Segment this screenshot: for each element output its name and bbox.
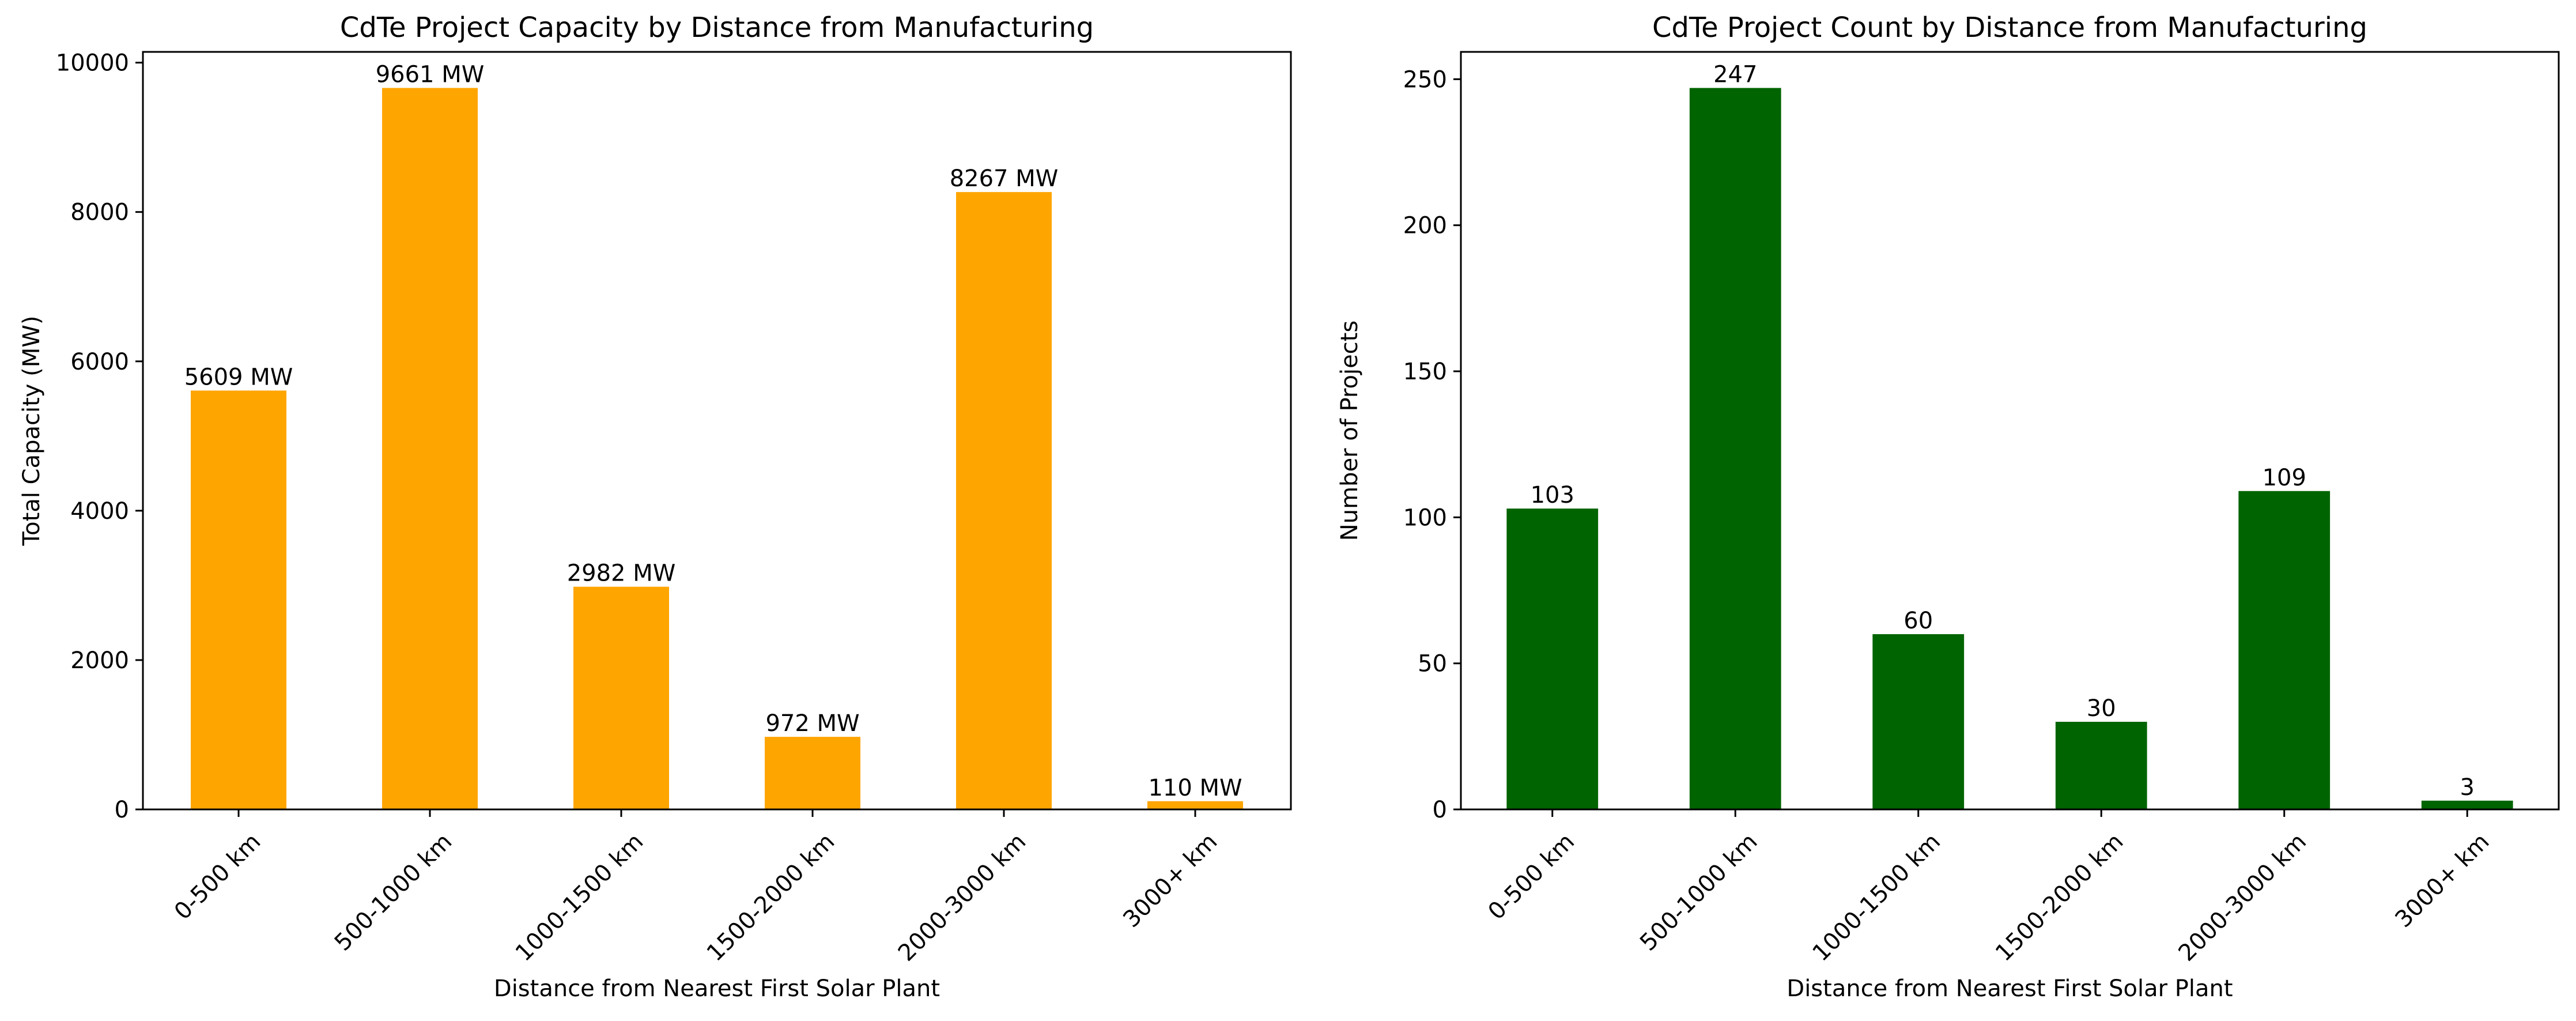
data-label-3: 2982 MW	[567, 560, 676, 587]
y-tick-label: 250	[1403, 66, 1447, 93]
bar-1	[191, 390, 286, 809]
y-tick-label: 6000	[70, 349, 129, 375]
data-label-4: 972 MW	[765, 710, 859, 737]
x-axis-label: Distance from Nearest First Solar Plant	[494, 975, 940, 1002]
data-label-6: 3	[2460, 774, 2475, 801]
data-label-6: 110 MW	[1148, 775, 1242, 801]
bar-1	[1506, 508, 1599, 809]
bar-4	[765, 737, 860, 809]
bar-4	[2055, 722, 2147, 809]
bar-5	[2238, 491, 2331, 809]
y-tick-label: 0	[115, 797, 129, 823]
bar-2	[382, 88, 478, 809]
data-label-1: 103	[1531, 482, 1574, 508]
y-tick-label: 150	[1403, 359, 1447, 385]
y-tick-label: 100	[1403, 504, 1447, 531]
chart-title: CdTe Project Count by Distance from Manu…	[1652, 12, 2367, 44]
plot-frame	[1460, 51, 2560, 811]
chart-title: CdTe Project Capacity by Distance from M…	[340, 12, 1094, 44]
y-tick-label: 50	[1418, 651, 1447, 677]
bar-6	[2421, 800, 2513, 809]
bar-3	[1872, 634, 1965, 809]
bar-6	[1147, 801, 1243, 809]
bar-2	[1689, 88, 1781, 810]
data-label-3: 60	[1903, 608, 1933, 634]
data-label-5: 8267 MW	[950, 165, 1059, 192]
y-tick-label: 10000	[56, 50, 129, 77]
y-tick-label: 4000	[70, 498, 129, 525]
data-label-5: 109	[2263, 465, 2306, 491]
y-axis-label: Total Capacity (MW)	[18, 316, 45, 547]
data-label-1: 5609 MW	[184, 364, 293, 390]
data-label-4: 30	[2087, 695, 2116, 722]
y-axis-label: Number of Projects	[1336, 321, 1363, 541]
y-tick-label: 0	[1433, 797, 1447, 823]
x-axis-label: Distance from Nearest First Solar Plant	[1786, 975, 2233, 1002]
bar-3	[573, 586, 669, 809]
bar-5	[956, 192, 1052, 810]
y-tick-label: 2000	[70, 647, 129, 674]
plot-frame	[142, 51, 1292, 811]
y-tick-label: 8000	[70, 199, 129, 226]
data-label-2: 9661 MW	[376, 62, 485, 88]
y-tick-label: 200	[1403, 213, 1447, 239]
data-label-2: 247	[1713, 62, 1757, 88]
